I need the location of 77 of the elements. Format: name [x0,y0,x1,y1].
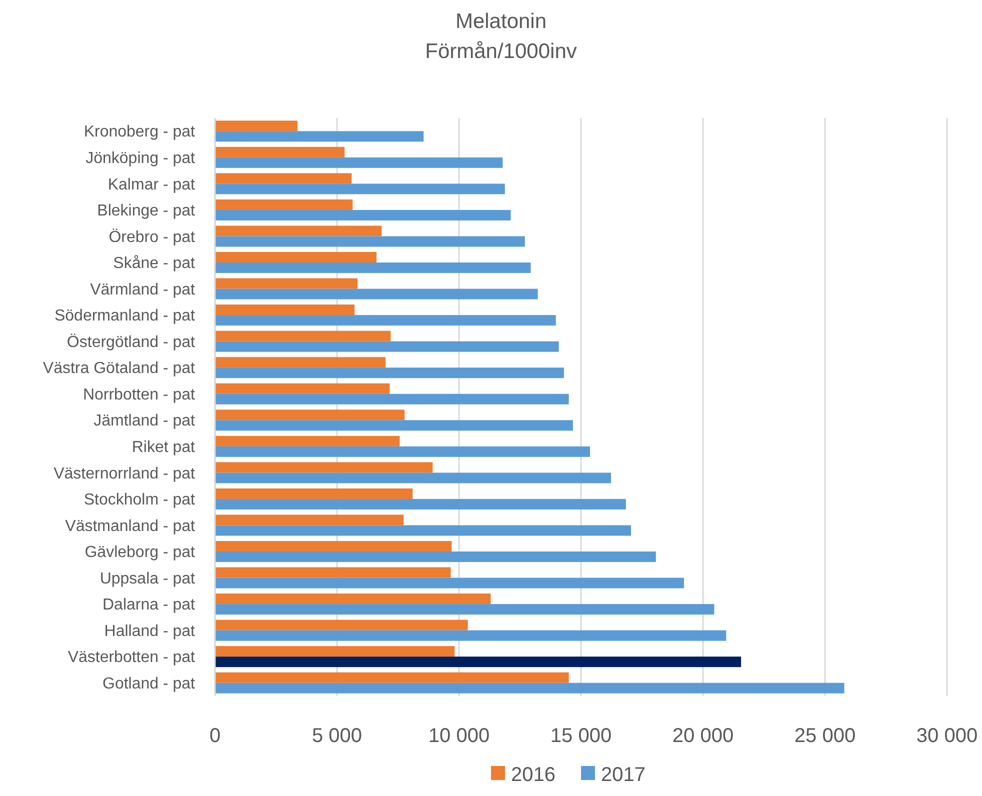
bar [215,552,656,562]
bar [215,368,564,378]
bar [215,278,358,289]
y-tick-label: Blekinge - pat [97,202,196,220]
bar [215,682,844,694]
y-tick-label: Gotland - pat [102,675,196,692]
bar [215,462,433,473]
bar [215,341,559,352]
bar [215,620,468,630]
y-tick-label: Stockholm - pat [84,492,196,509]
x-tick-label: 20 000 [672,725,734,747]
x-tick-label: 10 000 [428,725,490,747]
bar [215,646,455,657]
bar [215,672,569,683]
bar [215,236,525,247]
x-tick-label: 5 000 [312,725,362,747]
bar [215,120,298,132]
bar [215,410,405,420]
y-tick-label: Västerbotten - pat [68,649,196,666]
bar [215,199,353,210]
bar [215,472,612,484]
y-tick-label: Västmanland - pat [65,518,196,535]
bar [215,157,503,168]
bar [215,146,345,158]
bar [215,630,726,641]
legend-label: 2016 [511,764,556,786]
y-tick-label: Skåne - pat [113,255,196,272]
bar [215,567,451,578]
bar [215,173,352,184]
x-tick-label: 0 [209,725,221,747]
bar [215,288,538,300]
bar [215,262,531,274]
y-tick-label: Kronoberg - pat [84,124,196,141]
bar [215,498,626,510]
chart-title: Melatonin [455,10,547,33]
bar [215,436,400,446]
x-tick-label: 25 000 [794,725,856,747]
bar [215,304,355,316]
bar [215,514,404,526]
bar [215,540,452,552]
y-tick-label: Dalarna - pat [102,596,196,614]
bar [215,656,742,668]
y-tick-label: Värmland - pat [90,281,196,298]
bar [215,420,573,431]
bar [215,446,590,457]
bar [215,184,505,194]
y-tick-label: Uppsala - pat [100,570,196,588]
chart-subtitle: Förmån/1000inv [425,40,578,63]
y-tick-label: Jönköping - pat [86,150,196,168]
y-tick-label: Jämtland - pat [94,412,196,430]
bar [215,131,424,142]
y-tick-label: Södermanland - pat [54,308,196,325]
bar [215,330,391,342]
bar [215,578,684,588]
bar [215,488,413,499]
y-tick-label: Norrbotten - pat [82,386,196,404]
bar [215,210,511,220]
y-tick-label: Riket pat [132,439,196,456]
bar [215,594,491,604]
y-tick-label: Östergötland - pat [66,332,196,351]
legend-label: 2017 [601,764,646,786]
bar [215,604,714,615]
bar [215,525,632,536]
x-tick-label: 15 000 [550,725,612,747]
y-tick-label: Västra Götaland - pat [42,360,196,378]
y-tick-label: Halland - pat [104,622,196,640]
y-tick-label: Västernorrland - pat [54,465,196,482]
bar [215,394,569,404]
bar [215,357,386,368]
y-tick-label: Kalmar - pat [108,176,196,194]
bar [215,226,382,236]
bar [215,383,390,394]
y-tick-label: Örebro - pat [108,228,196,246]
bar [215,315,556,326]
y-tick-label: Gävleborg - pat [84,544,196,562]
x-tick-label: 30 000 [916,725,978,747]
bar [215,252,377,262]
